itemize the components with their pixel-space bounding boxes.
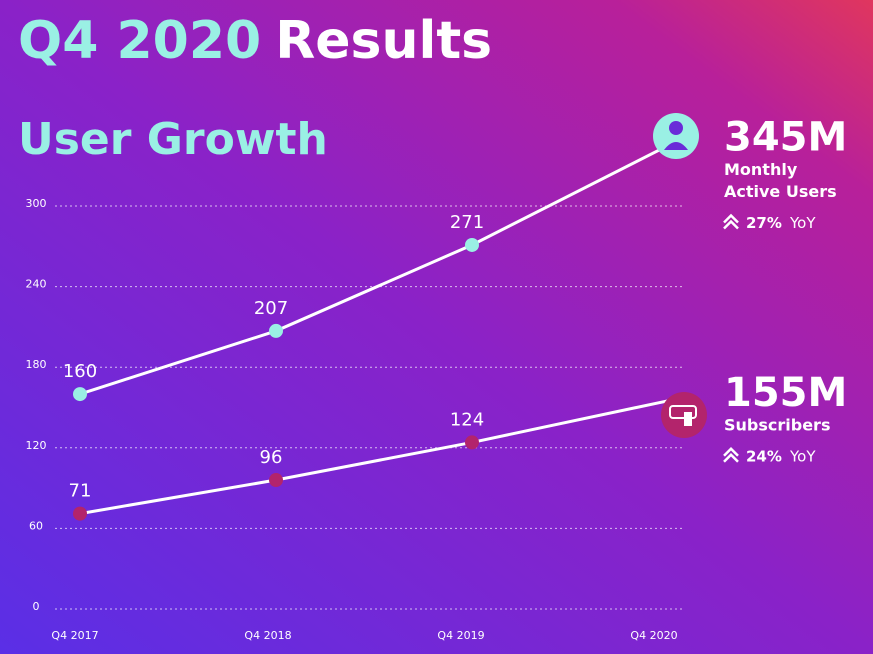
data-point — [269, 473, 283, 488]
data-label: 160 — [63, 361, 97, 382]
legend-label: Monthly — [724, 160, 798, 179]
data-point — [269, 323, 283, 338]
legend-label: Active Users — [724, 182, 837, 201]
subs-icon-hand — [684, 412, 692, 426]
legend-label: Subscribers — [724, 415, 830, 434]
series-line — [79, 144, 669, 396]
x-tick-label: Q4 2020 — [630, 629, 677, 642]
series-line — [79, 399, 669, 516]
data-label: 271 — [450, 212, 484, 233]
data-point — [73, 506, 87, 521]
yoy-suffix: YoY — [789, 447, 816, 465]
data-point — [465, 237, 479, 252]
data-label: 71 — [69, 481, 92, 502]
subs-icon-card — [669, 405, 697, 419]
y-tick-label: 0 — [33, 600, 40, 613]
yoy-arrow — [723, 453, 739, 463]
yoy-value: 24% — [746, 447, 782, 465]
x-tick-label: Q4 2017 — [51, 629, 98, 642]
y-tick-label: 120 — [26, 439, 47, 452]
data-label: 96 — [260, 447, 283, 468]
series-headline: 155M — [724, 370, 847, 416]
chart-subtitle: User Growth — [18, 114, 328, 165]
y-tick-label: 300 — [26, 197, 47, 210]
users-icon-head — [669, 121, 683, 135]
users-icon-body — [664, 142, 688, 150]
yoy-arrow — [723, 219, 739, 230]
data-label: 124 — [450, 409, 484, 430]
title-main: Results — [275, 11, 492, 71]
title-highlight: Q4 2020 — [18, 11, 261, 71]
x-tick-label: Q4 2019 — [437, 629, 484, 642]
data-label: 207 — [254, 298, 288, 319]
series-headline: 345M — [724, 115, 847, 161]
icons — [653, 113, 707, 438]
y-tick-label: 60 — [29, 519, 43, 532]
y-tick-label: 180 — [26, 358, 47, 371]
yoy-suffix: YoY — [789, 214, 816, 232]
x-tick-label: Q4 2018 — [244, 629, 291, 642]
users-icon — [653, 113, 699, 159]
y-tick-label: 240 — [26, 278, 47, 291]
data-point — [465, 435, 479, 450]
data-point — [73, 387, 87, 402]
yoy-value: 27% — [746, 214, 782, 232]
yoy-arrow — [723, 447, 739, 457]
yoy-arrow — [723, 213, 739, 224]
chart-title: Q4 2020 Results — [18, 11, 492, 71]
